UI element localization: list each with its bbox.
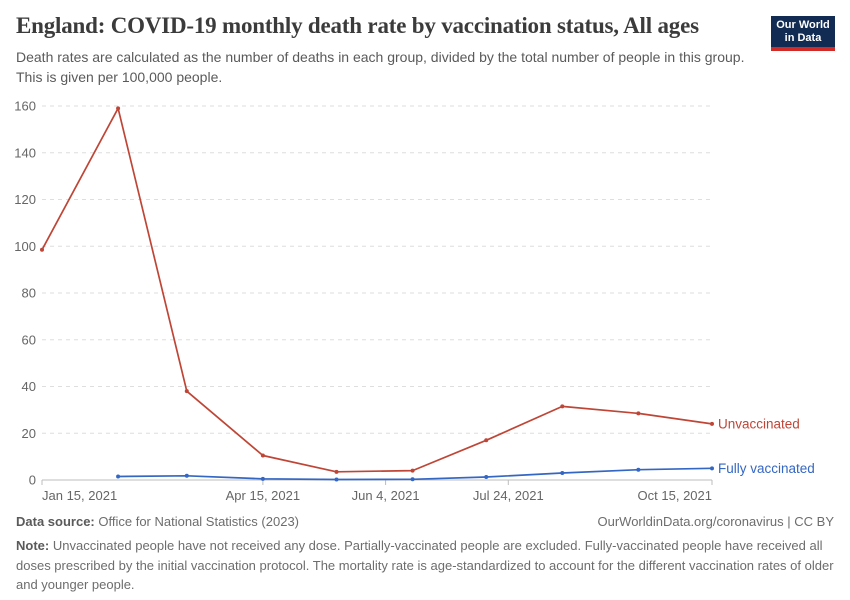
chart-subtitle: Death rates are calculated as the number… [16, 49, 745, 86]
owid-logo[interactable]: Our World in Data [771, 16, 835, 51]
data-point-fully-vaccinated[interactable] [710, 466, 714, 471]
owid-logo-text: Our World in Data [771, 16, 835, 47]
data-point-unvaccinated[interactable] [260, 453, 265, 458]
data-point-fully-vaccinated[interactable] [260, 476, 265, 481]
y-tick-label: 140 [14, 145, 36, 160]
y-tick-label: 160 [14, 99, 36, 114]
credit-link[interactable]: OurWorldinData.org/coronavirus | CC BY [597, 514, 834, 529]
y-tick-label: 0 [29, 473, 36, 488]
data-point-unvaccinated[interactable] [484, 438, 489, 443]
owid-logo-line2: in Data [784, 32, 822, 44]
data-point-unvaccinated[interactable] [40, 247, 44, 252]
data-point-fully-vaccinated[interactable] [184, 473, 189, 478]
series-line-unvaccinated[interactable] [41, 107, 713, 473]
data-source: Data source: Office for National Statist… [16, 514, 299, 529]
data-point-fully-vaccinated[interactable] [334, 477, 339, 482]
y-tick-label: 120 [14, 192, 36, 207]
data-point-fully-vaccinated[interactable] [116, 474, 121, 479]
chart-title: England: COVID-19 monthly death rate by … [16, 13, 699, 38]
line-chart-canvas[interactable]: 0 20 40 60 80 100 120 140 160 Jan 15, 2021 Apr 15,… [0, 0, 850, 512]
x-tick-label: Jul 24, 2021 [473, 488, 544, 503]
owid-logo-stripe [771, 47, 835, 51]
data-point-unvaccinated[interactable] [410, 468, 415, 473]
note-label: Note: [16, 538, 50, 553]
data-point-fully-vaccinated[interactable] [410, 477, 415, 482]
x-tick-label: Oct 15, 2021 [638, 488, 712, 503]
chart-footer: Data source: Office for National Statist… [16, 514, 834, 595]
data-point-unvaccinated[interactable] [116, 106, 121, 111]
x-tick-label: Apr 15, 2021 [226, 488, 300, 503]
source-row: Data source: Office for National Statist… [16, 514, 834, 529]
data-source-value: Office for National Statistics (2023) [98, 514, 299, 529]
data-point-unvaccinated[interactable] [636, 411, 641, 416]
x-tick-label: Jun 4, 2021 [352, 488, 420, 503]
series-label-unvaccinated[interactable]: Unvaccinated [718, 416, 800, 431]
x-tick-label: Jan 15, 2021 [42, 488, 117, 503]
note-text: Unvaccinated people have not received an… [16, 538, 834, 592]
y-tick-label: 20 [22, 426, 36, 441]
y-tick-label: 40 [22, 379, 36, 394]
data-source-label: Data source: [16, 514, 95, 529]
data-point-unvaccinated[interactable] [334, 469, 339, 474]
series-label-fully-vaccinated[interactable]: Fully vaccinated [718, 461, 815, 476]
data-point-unvaccinated[interactable] [184, 389, 189, 394]
data-point-fully-vaccinated[interactable] [560, 470, 565, 475]
data-point-unvaccinated[interactable] [560, 404, 565, 409]
chart-note: Note: Unvaccinated people have not recei… [16, 536, 834, 595]
owid-logo-line1: Our World [776, 19, 830, 31]
data-point-fully-vaccinated[interactable] [636, 467, 641, 472]
y-tick-label: 100 [14, 239, 36, 254]
y-tick-label: 60 [22, 332, 36, 347]
data-point-fully-vaccinated[interactable] [484, 474, 489, 479]
y-tick-label: 80 [22, 286, 36, 301]
data-point-unvaccinated[interactable] [710, 421, 714, 426]
